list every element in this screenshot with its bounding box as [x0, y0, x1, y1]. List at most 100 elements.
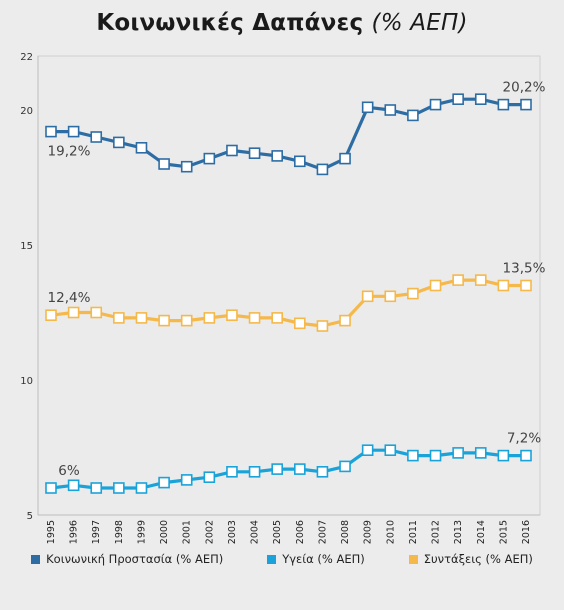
data-point — [316, 163, 329, 176]
data-point — [271, 150, 283, 162]
y-tick-label: 15 — [20, 241, 33, 252]
data-point — [497, 279, 510, 292]
data-point — [407, 449, 419, 462]
legend-label: Κοινωνική Προστασία (% ΑΕΠ) — [46, 552, 224, 566]
data-point — [180, 160, 193, 173]
data-point — [361, 444, 374, 457]
data-point — [361, 290, 374, 303]
data-point — [474, 274, 487, 286]
x-tick-label: 1999 — [136, 520, 147, 544]
data-point — [384, 444, 397, 457]
chart-title-main: Κοινωνικές Δαπάνες — [96, 10, 364, 36]
y-tick-label: 20 — [20, 106, 33, 117]
data-point — [520, 98, 532, 111]
data-point — [339, 314, 351, 327]
y-tick-label: 10 — [20, 376, 33, 387]
data-point — [226, 144, 238, 157]
data-point — [497, 98, 510, 111]
data-point — [452, 447, 464, 459]
data-point — [113, 136, 125, 149]
x-tick-label: 2003 — [227, 520, 238, 544]
data-point — [429, 98, 442, 111]
data-point — [294, 463, 306, 475]
x-tick-label: 1996 — [69, 520, 80, 544]
data-point — [67, 306, 80, 319]
x-tick-label: 2009 — [363, 520, 374, 544]
x-tick-label: 2006 — [295, 520, 306, 544]
x-tick-label: 2016 — [521, 520, 532, 544]
data-point — [474, 93, 487, 105]
x-tick-label: 2004 — [250, 520, 261, 544]
data-point — [67, 479, 80, 492]
data-point — [226, 465, 238, 478]
data-point — [203, 471, 216, 484]
data-label: 19,2% — [48, 144, 91, 160]
data-point — [316, 320, 329, 332]
legend-swatch — [267, 554, 277, 564]
x-tick-label: 2000 — [159, 520, 170, 544]
data-point — [316, 465, 329, 478]
data-label: 12,4% — [48, 290, 91, 306]
data-point — [520, 279, 532, 292]
data-point — [361, 101, 374, 114]
data-point — [203, 152, 216, 165]
data-point — [339, 460, 351, 473]
x-tick-label: 2013 — [453, 520, 464, 544]
series-line — [50, 278, 526, 328]
data-point — [429, 279, 442, 292]
data-label: 13,5% — [503, 261, 546, 277]
data-point — [90, 482, 103, 494]
data-point — [135, 142, 148, 154]
data-label: 20,2% — [503, 80, 546, 96]
data-point — [135, 482, 148, 494]
x-tick-label: 1995 — [46, 520, 57, 544]
data-point — [248, 147, 261, 159]
x-tick-label: 2005 — [272, 520, 283, 544]
x-tick-label: 2007 — [317, 520, 328, 544]
data-point — [180, 474, 193, 486]
x-tick-label: 1998 — [114, 520, 125, 544]
x-tick-label: 2002 — [204, 520, 215, 544]
data-point — [407, 287, 419, 300]
chart-legend: Κοινωνική Προστασία (% ΑΕΠ) Υγεία (% ΑΕΠ)… — [0, 552, 564, 566]
data-point — [90, 131, 103, 143]
y-tick-label: 5 — [27, 511, 33, 522]
x-tick-label: 2010 — [385, 520, 396, 544]
data-point — [452, 93, 464, 105]
x-tick-label: 1997 — [91, 520, 102, 544]
data-point — [113, 312, 125, 324]
data-point — [158, 314, 170, 327]
data-point — [90, 306, 103, 319]
x-tick-label: 2008 — [340, 520, 351, 544]
data-point — [135, 312, 148, 324]
data-point — [429, 449, 442, 462]
data-point — [67, 125, 80, 138]
x-tick-label: 2012 — [431, 520, 442, 544]
data-label: 6% — [58, 463, 80, 479]
data-point — [520, 449, 532, 462]
data-point — [45, 309, 57, 322]
chart-title: Κοινωνικές Δαπάνες (% ΑΕΠ) — [0, 10, 564, 36]
data-point — [203, 312, 216, 324]
legend-item: Συντάξεις (% ΑΕΠ) — [408, 552, 533, 566]
data-point — [384, 290, 397, 303]
series-line — [51, 97, 526, 171]
plot-area — [37, 55, 541, 516]
legend-label: Συντάξεις (% ΑΕΠ) — [423, 552, 533, 566]
legend-item: Υγεία (% ΑΕΠ) — [267, 552, 365, 566]
legend-swatch — [408, 554, 418, 564]
data-point — [271, 463, 283, 475]
legend-swatch — [31, 554, 41, 564]
data-point — [248, 312, 261, 324]
data-point — [180, 314, 193, 327]
data-point — [158, 158, 170, 170]
data-point — [339, 152, 351, 165]
data-point — [248, 465, 261, 478]
data-point — [384, 104, 397, 116]
data-point — [158, 476, 170, 489]
data-point — [497, 449, 510, 462]
x-tick-label: 2001 — [182, 520, 193, 544]
data-point — [113, 482, 125, 494]
series-line — [50, 448, 526, 490]
